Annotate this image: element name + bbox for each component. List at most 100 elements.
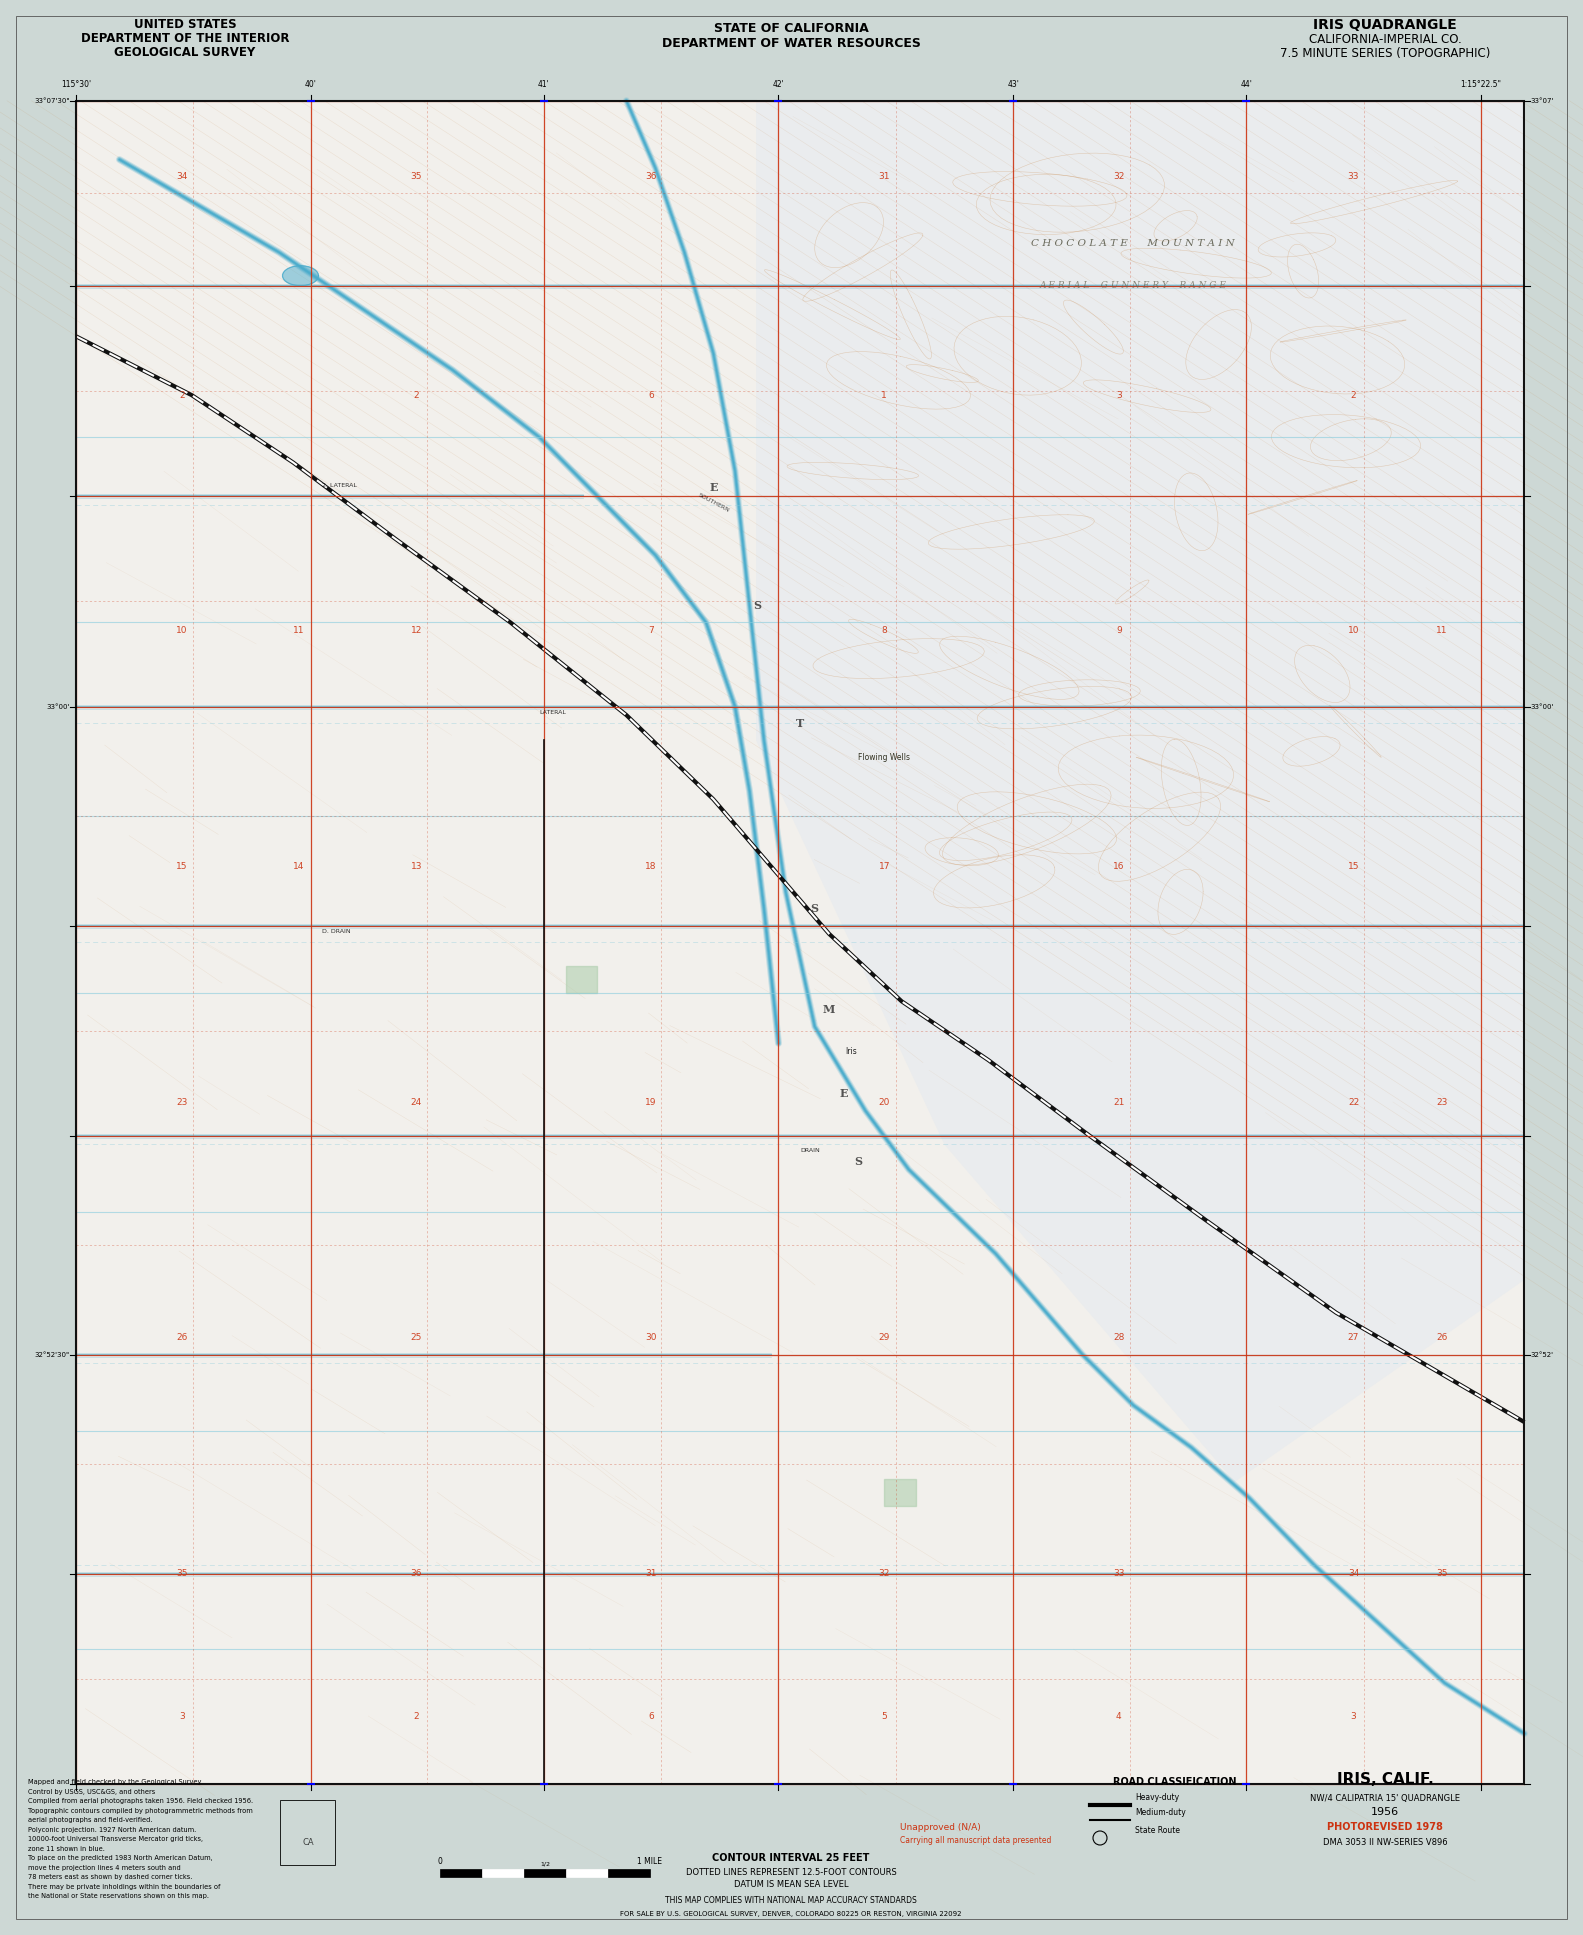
Text: 10: 10	[176, 627, 187, 635]
Text: 10000-foot Universal Transverse Mercator grid ticks,: 10000-foot Universal Transverse Mercator…	[28, 1836, 203, 1842]
Text: 15: 15	[176, 863, 187, 871]
Text: 21: 21	[1113, 1097, 1124, 1107]
Text: 36: 36	[646, 172, 657, 180]
Text: Polyconic projection. 1927 North American datum.: Polyconic projection. 1927 North America…	[28, 1827, 196, 1832]
Text: UNITED STATES: UNITED STATES	[133, 17, 236, 31]
Text: 28: 28	[1113, 1333, 1124, 1343]
Text: E: E	[839, 1087, 848, 1099]
Bar	[524, 1869, 567, 1877]
Text: 7.5 MINUTE SERIES (TOPOGRAPHIC): 7.5 MINUTE SERIES (TOPOGRAPHIC)	[1279, 46, 1490, 60]
Text: S: S	[754, 600, 761, 611]
Text: 34: 34	[1347, 1569, 1360, 1579]
Text: Carrying all manuscript data presented: Carrying all manuscript data presented	[901, 1836, 1051, 1844]
Text: DEPARTMENT OF WATER RESOURCES: DEPARTMENT OF WATER RESOURCES	[662, 37, 920, 50]
Text: 14: 14	[293, 863, 306, 871]
Text: 115°30': 115°30'	[60, 79, 92, 89]
Text: 35: 35	[176, 1569, 187, 1579]
Text: 33°00': 33°00'	[1531, 704, 1555, 710]
Text: 4: 4	[1116, 1712, 1122, 1722]
Text: 24: 24	[410, 1097, 423, 1107]
Text: 34: 34	[176, 172, 187, 180]
Text: DATUM IS MEAN SEA LEVEL: DATUM IS MEAN SEA LEVEL	[735, 1881, 848, 1889]
Text: 6: 6	[647, 1712, 654, 1722]
Text: 23: 23	[1436, 1097, 1447, 1107]
Text: 20: 20	[879, 1097, 890, 1107]
Text: 22: 22	[1347, 1097, 1360, 1107]
Text: 2: 2	[413, 391, 419, 401]
Bar	[567, 1869, 608, 1877]
Text: 9: 9	[1116, 627, 1122, 635]
Bar	[76, 101, 1524, 1784]
Text: SOUTHERN: SOUTHERN	[697, 491, 730, 513]
Text: 18: 18	[646, 863, 657, 871]
Text: 78 meters east as shown by dashed corner ticks.: 78 meters east as shown by dashed corner…	[28, 1873, 193, 1881]
Text: Unapproved (N/A): Unapproved (N/A)	[901, 1823, 981, 1832]
Text: 13: 13	[410, 863, 423, 871]
Text: CONTOUR INTERVAL 25 FEET: CONTOUR INTERVAL 25 FEET	[712, 1854, 869, 1863]
Text: 26: 26	[1436, 1333, 1447, 1343]
Text: 5: 5	[882, 1712, 886, 1722]
Text: 6: 6	[647, 391, 654, 401]
Text: 1/2: 1/2	[540, 1861, 549, 1865]
Text: CALIFORNIA-IMPERIAL CO.: CALIFORNIA-IMPERIAL CO.	[1309, 33, 1461, 46]
Text: 40': 40'	[304, 79, 317, 89]
Text: FOR SALE BY U.S. GEOLOGICAL SURVEY, DENVER, COLORADO 80225 OR RESTON, VIRGINIA 2: FOR SALE BY U.S. GEOLOGICAL SURVEY, DENV…	[621, 1912, 962, 1918]
Text: 12: 12	[410, 627, 423, 635]
Text: Flowing Wells: Flowing Wells	[858, 753, 910, 762]
Text: T: T	[796, 718, 804, 729]
Text: 31: 31	[646, 1569, 657, 1579]
Text: IRIS, CALIF.: IRIS, CALIF.	[1336, 1772, 1433, 1788]
Text: Heavy-duty: Heavy-duty	[1135, 1794, 1179, 1801]
Text: 35: 35	[1436, 1569, 1447, 1579]
Bar	[885, 1480, 917, 1505]
Text: 25: 25	[410, 1333, 423, 1343]
Text: State Route: State Route	[1135, 1827, 1179, 1834]
Polygon shape	[757, 101, 1524, 1480]
Text: 33: 33	[1347, 172, 1360, 180]
Text: 2. LATERAL: 2. LATERAL	[323, 484, 358, 488]
Text: IRIS QUADRANGLE: IRIS QUADRANGLE	[1314, 17, 1456, 33]
Text: 44': 44'	[1241, 79, 1252, 89]
Text: Topographic contours compiled by photogrammetric methods from: Topographic contours compiled by photogr…	[28, 1807, 253, 1813]
Text: GEOLOGICAL SURVEY: GEOLOGICAL SURVEY	[114, 46, 255, 58]
Text: 2: 2	[1350, 391, 1357, 401]
Polygon shape	[283, 265, 318, 286]
Text: 32°52': 32°52'	[1531, 1353, 1553, 1358]
Text: 36: 36	[410, 1569, 423, 1579]
Text: 16: 16	[1113, 863, 1124, 871]
Text: 31: 31	[879, 172, 890, 180]
Text: PHOTOREVISED 1978: PHOTOREVISED 1978	[1327, 1823, 1444, 1832]
Text: ROAD CLASSIFICATION: ROAD CLASSIFICATION	[1113, 1776, 1236, 1788]
Text: 2: 2	[413, 1712, 419, 1722]
Text: 33: 33	[1113, 1569, 1124, 1579]
Text: 1 MILE: 1 MILE	[638, 1858, 663, 1865]
Text: 30: 30	[646, 1333, 657, 1343]
Text: Control by USGS, USC&GS, and others: Control by USGS, USC&GS, and others	[28, 1788, 155, 1794]
Bar	[565, 966, 597, 993]
Text: 1: 1	[882, 391, 886, 401]
Text: LATERAL: LATERAL	[540, 710, 567, 716]
Text: 3: 3	[179, 1712, 185, 1722]
Text: 43': 43'	[1007, 79, 1019, 89]
Bar	[481, 1869, 524, 1877]
Text: THIS MAP COMPLIES WITH NATIONAL MAP ACCURACY STANDARDS: THIS MAP COMPLIES WITH NATIONAL MAP ACCU…	[665, 1896, 917, 1904]
Text: 2: 2	[179, 391, 185, 401]
Text: 29: 29	[879, 1333, 890, 1343]
Text: Iris: Iris	[845, 1047, 856, 1057]
Text: 1956: 1956	[1371, 1807, 1399, 1817]
Text: STATE OF CALIFORNIA: STATE OF CALIFORNIA	[714, 21, 869, 35]
Text: Compiled from aerial photographs taken 1956. Field checked 1956.: Compiled from aerial photographs taken 1…	[28, 1798, 253, 1803]
Text: S: S	[855, 1155, 863, 1167]
Text: 32: 32	[879, 1569, 890, 1579]
Text: 26: 26	[176, 1333, 187, 1343]
Text: 17: 17	[879, 863, 890, 871]
Text: DMA 3053 II NW-SERIES V896: DMA 3053 II NW-SERIES V896	[1323, 1838, 1447, 1848]
Text: A E R I A L    G U N N E R Y    R A N G E: A E R I A L G U N N E R Y R A N G E	[1040, 281, 1227, 290]
Text: 33°07'30": 33°07'30"	[35, 97, 70, 104]
Text: 35: 35	[410, 172, 423, 180]
Text: 42': 42'	[773, 79, 784, 89]
Text: 11: 11	[293, 627, 306, 635]
Text: C H O C O L A T E      M O U N T A I N: C H O C O L A T E M O U N T A I N	[1032, 240, 1235, 248]
Text: 32°52'30": 32°52'30"	[35, 1353, 70, 1358]
Text: 32: 32	[1113, 172, 1124, 180]
